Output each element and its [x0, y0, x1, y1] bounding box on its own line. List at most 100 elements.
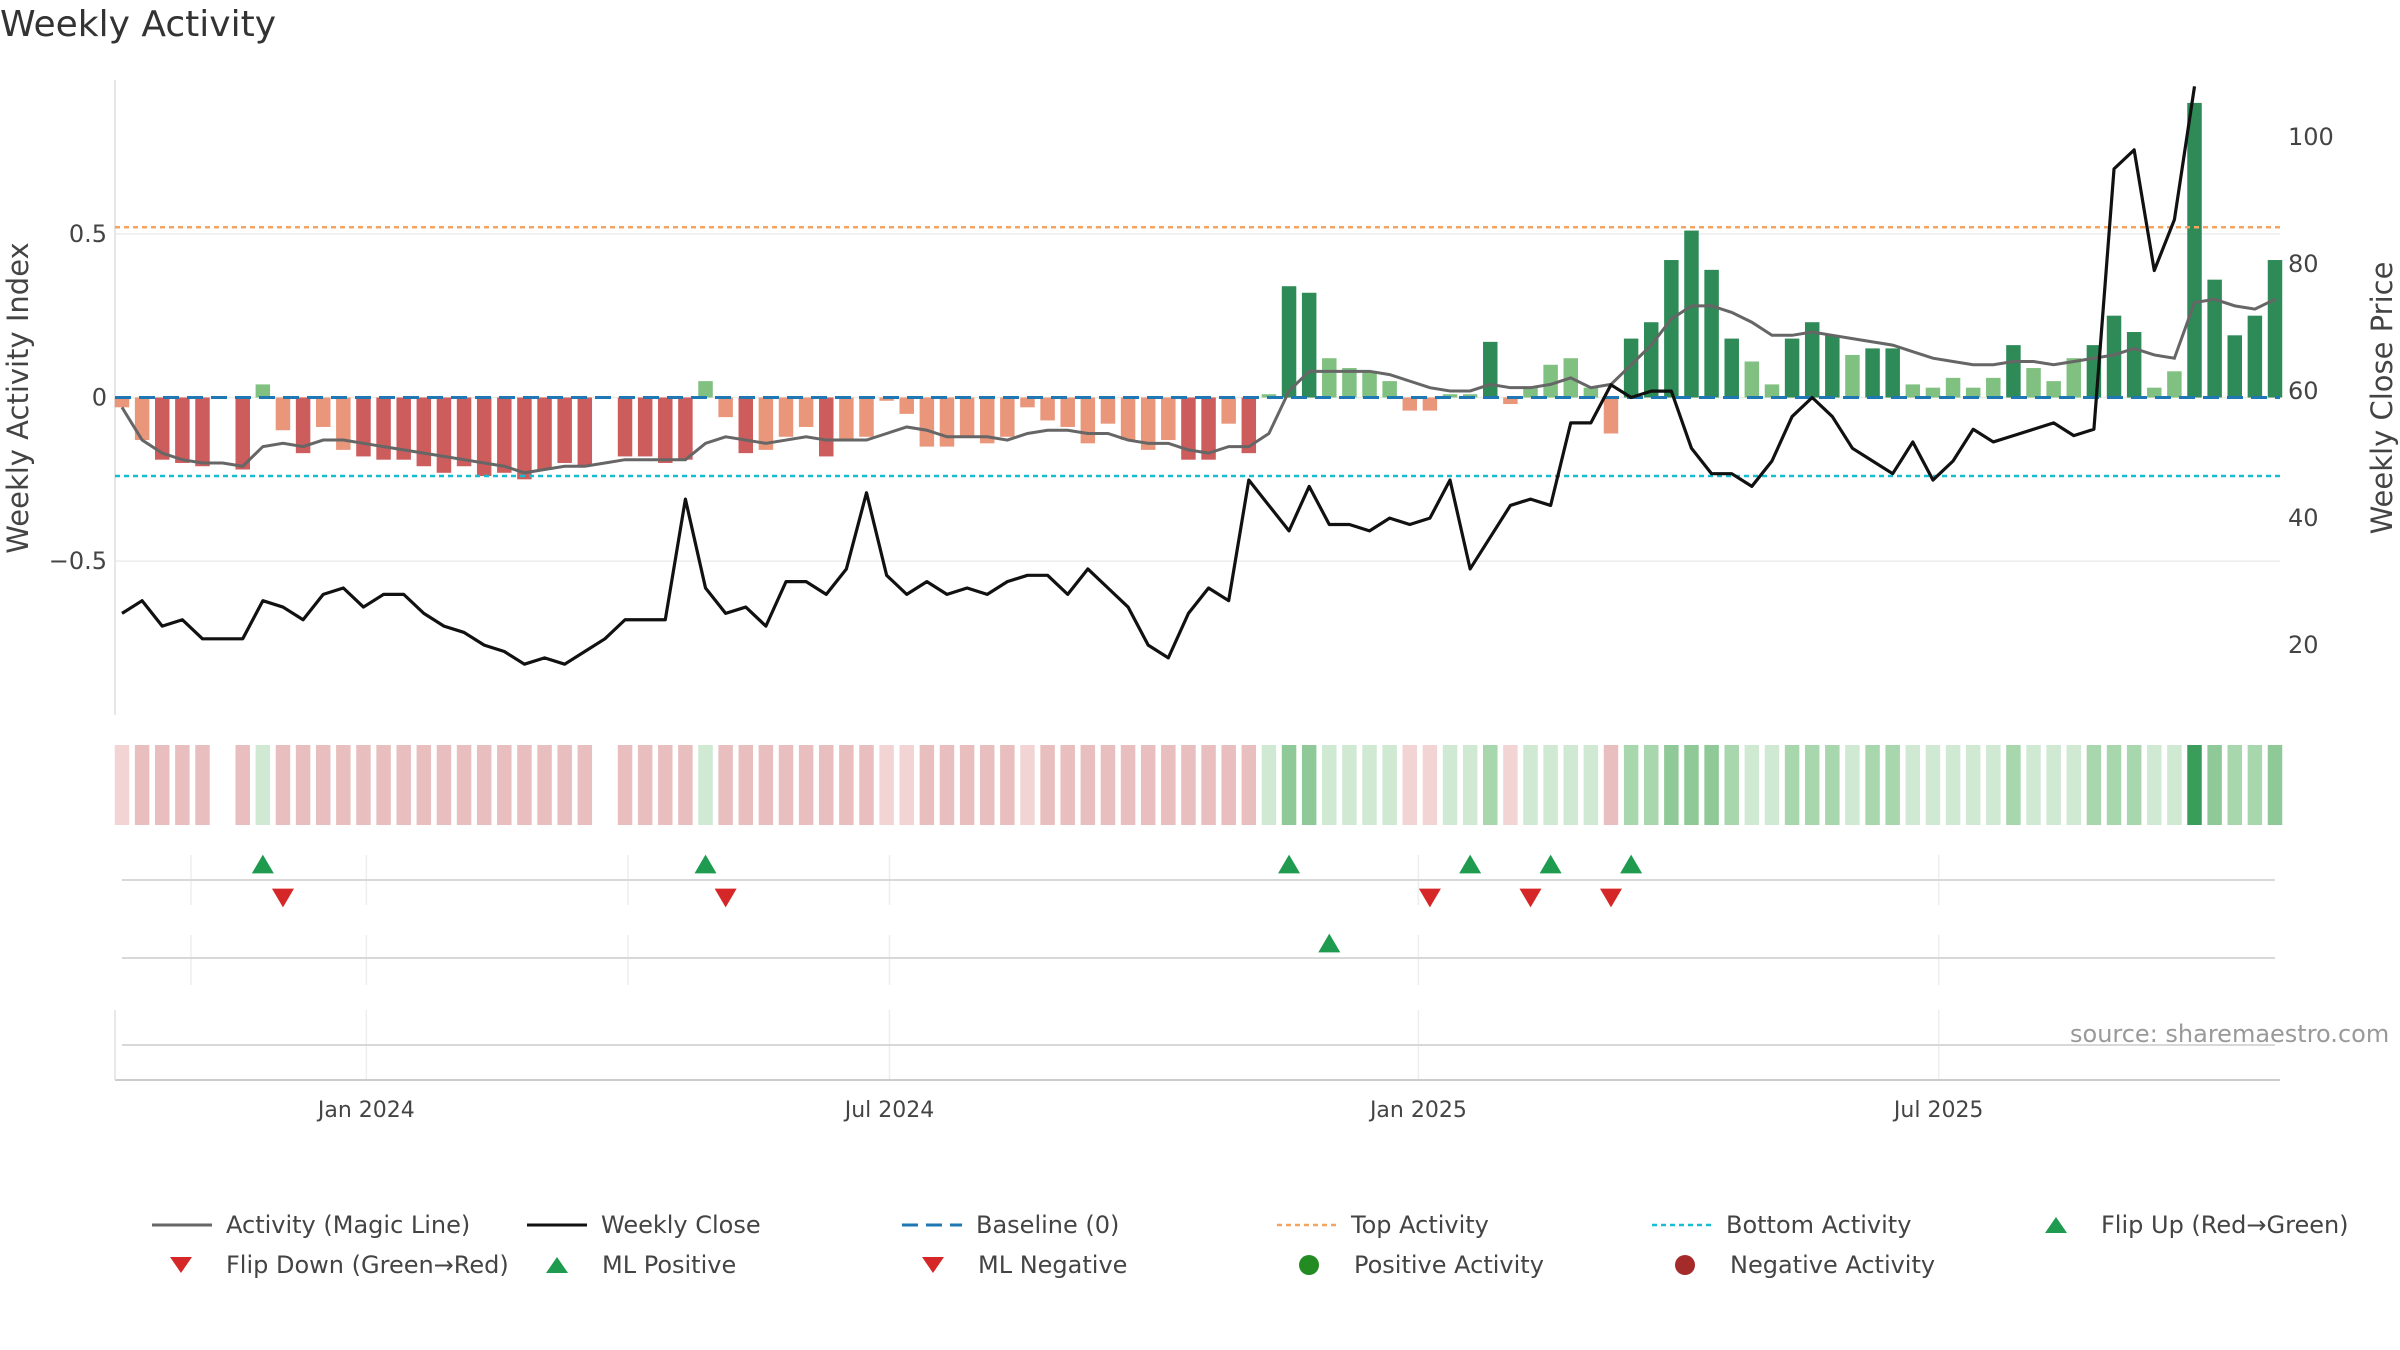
activity-bar	[1241, 397, 1257, 454]
heat-cell	[1301, 745, 1317, 825]
heat-cell	[134, 745, 150, 825]
activity-bar	[396, 397, 411, 460]
heat-cell	[879, 745, 894, 825]
activity-bar	[2147, 387, 2162, 398]
activity-bar	[1161, 397, 1176, 441]
flip-up-marker	[694, 854, 717, 874]
activity-bar	[1080, 397, 1096, 444]
legend-item: Top Activity	[1275, 1205, 1650, 1245]
heat-cell	[1140, 745, 1156, 825]
heat-cell	[2147, 745, 2162, 825]
ml-positive-marker	[1318, 933, 1341, 953]
activity-bar	[1845, 354, 1860, 398]
activity-bar	[2046, 381, 2061, 398]
activity-bar	[476, 397, 492, 477]
heat-cell	[959, 745, 975, 825]
activity-bar	[1322, 358, 1337, 398]
legend-symbol-dot	[1654, 1250, 1726, 1280]
activity-bar	[1623, 338, 1639, 398]
source-note: source: sharemaestro.com	[2070, 1020, 2390, 1048]
heat-cell	[416, 745, 432, 825]
activity-bar	[2187, 102, 2202, 398]
activity-bar	[637, 397, 653, 457]
heat-cell	[1905, 745, 1921, 825]
heat-cell	[1945, 745, 1961, 825]
activity-bar	[1000, 397, 1015, 437]
heat-cell	[658, 745, 673, 825]
activity-bar	[1342, 368, 1357, 398]
heat-cell	[476, 745, 492, 825]
y-right-axis-label: Weekly Close Price	[2365, 262, 2399, 535]
heat-cell	[1664, 745, 1679, 825]
activity-bar	[1543, 364, 1558, 398]
heat-cell	[1080, 745, 1096, 825]
legend-label: Top Activity	[1351, 1211, 1489, 1239]
activity-bar	[2026, 368, 2041, 398]
heat-cell	[1040, 745, 1055, 825]
heat-cell	[195, 745, 210, 825]
heat-cell	[1684, 745, 1699, 825]
activity-bar	[1402, 397, 1418, 411]
heat-cell	[1784, 745, 1800, 825]
legend-symbol-line-solid	[150, 1210, 222, 1240]
legend-symbol-line-dotted	[1650, 1210, 1722, 1240]
heat-cell	[1020, 745, 1035, 825]
activity-bar	[1583, 387, 1599, 398]
heat-cell	[1120, 745, 1136, 825]
activity-bar	[416, 397, 432, 467]
activity-bar	[1201, 397, 1216, 460]
activity-bar	[2106, 315, 2122, 398]
flip-up-marker	[251, 854, 274, 874]
heat-cell	[1221, 745, 1236, 825]
activity-bar	[1865, 348, 1880, 398]
flip-down-marker	[1599, 888, 1622, 908]
activity-bar	[497, 397, 512, 473]
y-left-tick-label: 0	[92, 384, 107, 412]
axis-labels: 0.5 0 −0.5 100 80 60 40 20 Weekly Activity Index…	[1, 123, 2399, 1123]
legend-label: Baseline (0)	[976, 1211, 1120, 1239]
heat-cell	[2046, 745, 2061, 825]
heat-cell	[2126, 745, 2142, 825]
legend-item: Weekly Close	[525, 1205, 900, 1245]
flip-up-marker	[1278, 854, 1301, 874]
heat-cell	[939, 745, 955, 825]
activity-bar	[1362, 371, 1377, 398]
heat-cell	[1764, 745, 1780, 825]
activity-bar	[2247, 315, 2263, 398]
activity-bar	[175, 397, 190, 463]
activity-bar	[678, 397, 693, 460]
heat-cell	[114, 745, 130, 825]
heat-cell	[979, 745, 995, 825]
heat-cell	[2066, 745, 2082, 825]
heat-cell	[235, 745, 250, 825]
flip-up-marker	[1539, 854, 1562, 874]
heat-cell	[577, 745, 593, 825]
legend-label: Negative Activity	[1730, 1251, 1936, 1279]
heat-cell	[356, 745, 371, 825]
activity-bar	[879, 397, 894, 401]
activity-bar	[114, 397, 130, 408]
heat-cell	[678, 745, 693, 825]
activity-bar	[2006, 345, 2021, 398]
activity-bar	[295, 397, 311, 454]
magic-line-series	[120, 297, 2276, 475]
legend-row: Activity (Magic Line) Weekly Close Baselin…	[150, 1205, 2400, 1245]
flip-down-marker	[271, 888, 294, 908]
legend-label: ML Negative	[978, 1251, 1128, 1279]
reference-lines	[115, 226, 2280, 478]
heat-cell	[1402, 745, 1418, 825]
activity-bar	[517, 397, 532, 480]
activity-bar	[778, 397, 794, 437]
heat-cell	[1382, 745, 1397, 825]
y-right-tick-label: 80	[2288, 250, 2319, 278]
heat-cell	[275, 745, 291, 825]
heat-cell	[1281, 745, 1297, 825]
activity-bar	[1724, 338, 1739, 398]
y-left-axis-label: Weekly Activity Index	[1, 242, 35, 553]
heat-cell	[336, 745, 351, 825]
heat-cell	[2247, 745, 2263, 825]
legend-symbol-triangle-up	[526, 1250, 598, 1280]
heat-cell	[517, 745, 532, 825]
activity-bar	[1040, 397, 1055, 421]
activity-bar	[1764, 384, 1780, 398]
